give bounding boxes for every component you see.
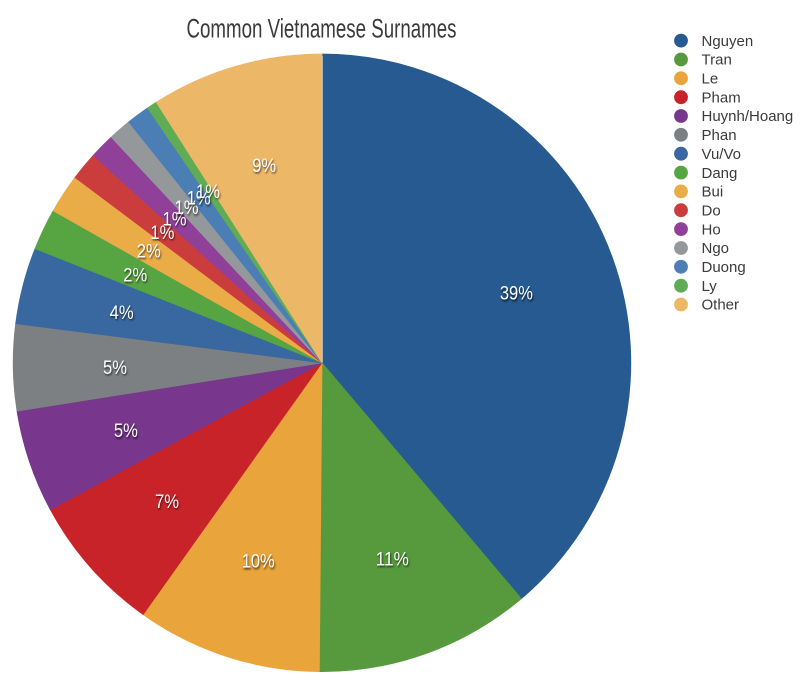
svg-text:Common Vietnamese Surnames: Common Vietnamese Surnames	[187, 14, 457, 44]
svg-text:Ly: Ly	[702, 278, 718, 295]
svg-text:Pham: Pham	[702, 89, 741, 106]
svg-text:39%: 39%	[500, 284, 533, 305]
svg-text:Duong: Duong	[702, 259, 746, 276]
svg-text:Dang: Dang	[702, 165, 738, 182]
svg-text:5%: 5%	[103, 358, 127, 379]
svg-text:Bui: Bui	[702, 184, 724, 201]
svg-text:Le: Le	[702, 71, 719, 88]
svg-text:2%: 2%	[137, 241, 161, 262]
svg-text:Vu/Vo: Vu/Vo	[702, 146, 741, 163]
svg-text:1%: 1%	[150, 223, 174, 244]
svg-text:11%: 11%	[376, 549, 409, 570]
svg-text:Tran: Tran	[702, 52, 732, 69]
svg-text:5%: 5%	[114, 421, 138, 442]
svg-text:9%: 9%	[252, 156, 276, 177]
svg-text:1%: 1%	[187, 189, 211, 210]
svg-text:Ngo: Ngo	[702, 240, 730, 257]
svg-text:Nguyen: Nguyen	[702, 33, 754, 50]
svg-text:1%: 1%	[175, 198, 199, 219]
svg-text:7%: 7%	[155, 492, 179, 513]
svg-text:1%: 1%	[163, 209, 187, 230]
svg-text:Phan: Phan	[702, 127, 737, 144]
svg-text:Do: Do	[702, 202, 721, 219]
svg-text:Other: Other	[702, 297, 740, 314]
svg-text:10%: 10%	[242, 552, 275, 573]
svg-text:Huynh/Hoang: Huynh/Hoang	[702, 108, 794, 125]
svg-text:1%: 1%	[196, 182, 220, 203]
svg-text:2%: 2%	[123, 265, 147, 286]
svg-text:4%: 4%	[110, 303, 134, 324]
svg-text:Ho: Ho	[702, 221, 721, 238]
